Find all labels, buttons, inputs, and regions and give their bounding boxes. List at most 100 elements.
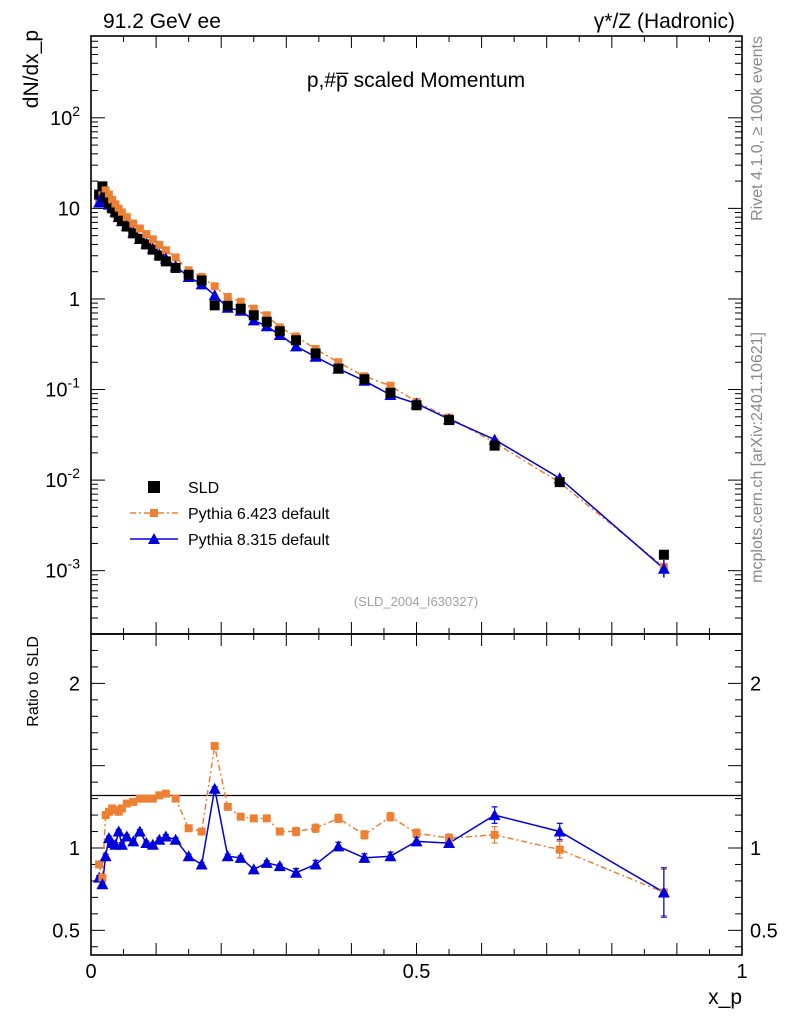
py6-ratio-point [184, 824, 193, 833]
sld-point [274, 326, 285, 337]
py8-ratio-point [195, 858, 208, 870]
legend: SLD Pythia 6.423 default Pythia 8.315 de… [130, 480, 330, 549]
py8-ratio-point [488, 809, 501, 821]
y-tick-label-main: 1 [69, 289, 80, 311]
y-tick-label-ratio-left: 2 [69, 673, 80, 695]
y-tick-label-ratio-left: 1 [69, 838, 80, 860]
py6-point [155, 240, 164, 249]
py6-point [142, 230, 151, 239]
y-tick-label-main: 10-2 [45, 465, 80, 492]
py8-ratio-point [410, 835, 423, 847]
main-series-layer [93, 181, 670, 578]
x-axis-label: x_p [708, 986, 742, 1009]
py6-point [210, 282, 219, 291]
rivet-version-text: Rivet 4.1.0, ≥ 100k events [749, 36, 766, 221]
y-axis-label-main: dN/dx_p [20, 30, 43, 108]
py6-ratio-point [171, 794, 180, 803]
sld-point [141, 239, 152, 250]
py6-ratio-point [95, 860, 104, 869]
py6-ratio-point [311, 824, 320, 833]
py8-ratio-point [332, 840, 345, 852]
py8-point [93, 196, 106, 208]
x-tick-label: 0 [85, 961, 96, 983]
py6-point [117, 208, 126, 217]
chart-title: p,#p̅ scaled Momentum [307, 69, 525, 92]
py6-line-ratio [98, 745, 665, 894]
ratio-series-layer [93, 741, 670, 918]
sld-point [444, 415, 455, 426]
py8-ratio-point [96, 878, 109, 890]
sld-point [658, 549, 669, 560]
py6-ratio-point [334, 814, 343, 823]
py6-ratio-point [122, 799, 131, 808]
py6-ratio-point [155, 791, 164, 800]
py6-ratio-point [236, 812, 245, 821]
sld-point [128, 228, 139, 239]
py6-ratio-point [98, 873, 107, 882]
y-tick-label-main: 102 [50, 103, 80, 130]
py6-point [249, 304, 258, 313]
y-axis-label-ratio: Ratio to SLD [25, 636, 42, 727]
header-left: 91.2 GeV ee [103, 10, 221, 33]
sld-point [134, 233, 145, 244]
py8-ratio-point [290, 866, 303, 878]
py6-ratio-point [275, 827, 284, 836]
y-tick-label-main: 10 [58, 198, 80, 220]
sld-point [196, 275, 207, 286]
py8-ratio-point [99, 850, 112, 862]
sld-point [310, 348, 321, 359]
py8-ratio-point [169, 833, 182, 845]
sld-point [170, 262, 181, 273]
legend-marker-py8 [148, 533, 160, 544]
py8-ratio-point [309, 858, 322, 870]
sld-point [116, 215, 127, 226]
py8-ratio-point [443, 837, 456, 849]
py8-point [290, 340, 303, 352]
py8-ratio-point [234, 851, 247, 863]
sld-point [147, 244, 158, 255]
sld-point [359, 374, 370, 385]
py6-point [262, 311, 271, 320]
py6-ratio-point [161, 789, 170, 798]
py8-ratio-point [247, 863, 260, 875]
legend-label-sld: SLD [188, 480, 219, 497]
py6-ratio-point [490, 830, 499, 839]
sld-point [160, 256, 171, 267]
y-tick-label-main: 10-1 [45, 375, 80, 402]
sld-point [121, 221, 132, 232]
py8-ratio-point [146, 838, 159, 850]
axis-ticks [90, 35, 743, 955]
py6-ratio-point [129, 797, 138, 806]
py6-ratio-point [223, 802, 232, 811]
py6-line-main [98, 189, 665, 568]
py6-ratio-point [148, 794, 157, 803]
py6-ratio-point [142, 794, 151, 803]
sld-point [97, 181, 108, 192]
py6-point [236, 297, 245, 306]
sld-point [235, 303, 246, 314]
py8-ratio-point [221, 850, 234, 862]
py6-point [135, 224, 144, 233]
x-tick-label: 0.5 [403, 961, 431, 983]
legend-label-py6: Pythia 6.423 default [188, 506, 330, 523]
analysis-id: (SLD_2004_I630327) [354, 594, 478, 609]
py8-ratio-point [133, 825, 146, 837]
py8-ratio-point [553, 825, 566, 837]
py6-ratio-point [197, 827, 206, 836]
sld-point [291, 335, 302, 346]
sld-point [261, 316, 272, 327]
mcplots-reference-text: mcplots.cern.ch [arXiv:2401.10621] [749, 332, 766, 583]
sld-point [209, 300, 220, 311]
py8-ratio-point [182, 850, 195, 862]
py6-point [161, 246, 170, 255]
y-tick-label-main: 10-3 [45, 556, 80, 583]
py6-point [104, 190, 113, 199]
legend-label-py8: Pythia 8.315 default [188, 532, 330, 549]
sld-point [385, 387, 396, 398]
py6-ratio-point [386, 812, 395, 821]
py6-ratio-point [360, 830, 369, 839]
py6-point [101, 186, 110, 195]
py8-ratio-point [657, 886, 670, 898]
